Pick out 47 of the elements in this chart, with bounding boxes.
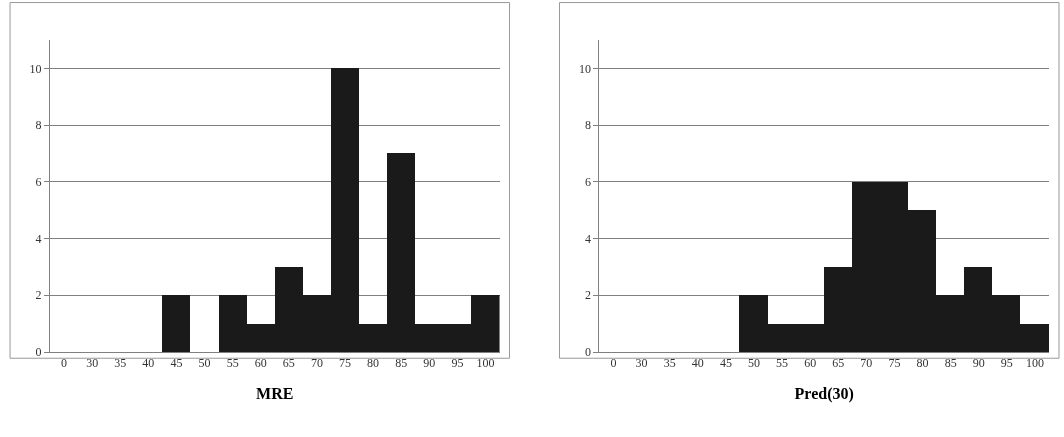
x-tick-label: 45: [719, 356, 732, 371]
y-tick-label: 6: [35, 175, 42, 190]
x-tick-label: 60: [804, 356, 817, 371]
x-tick-label: 70: [860, 356, 873, 371]
x-tick-label: 100: [1025, 356, 1044, 371]
y-tick-label: 4: [35, 231, 42, 246]
x-tick-label: 80: [367, 356, 380, 371]
x-tick-label: 50: [747, 356, 760, 371]
x-axis-title: Pred(30): [794, 385, 854, 404]
y-tick-label: 8: [35, 118, 42, 133]
x-tick-label: 60: [254, 356, 267, 371]
x-tick-label: 0: [61, 356, 68, 371]
x-axis-title: MRE: [256, 385, 294, 403]
x-tick-label: 45: [170, 356, 183, 371]
y-tick-label: 4: [585, 231, 592, 246]
x-tick-label: 40: [691, 356, 704, 371]
y-tick-label: 10: [579, 61, 592, 76]
x-tick-label: 55: [776, 356, 789, 371]
x-tick-label: 95: [451, 356, 464, 371]
x-tick-label: 75: [339, 356, 352, 371]
y-tick-label: 2: [585, 288, 592, 303]
bar: [162, 295, 190, 352]
x-tick-label: 80: [916, 356, 929, 371]
x-tick-label: 55: [226, 356, 239, 371]
x-tick-label: 30: [635, 356, 648, 371]
x-tick-label: 40: [142, 356, 155, 371]
x-tick-label: 85: [944, 356, 957, 371]
x-tick-label: 0: [610, 356, 617, 371]
y-tick-label: 10: [29, 61, 42, 76]
x-tick-label: 35: [114, 356, 127, 371]
x-tick-label: 65: [282, 356, 295, 371]
x-tick-label: 65: [832, 356, 845, 371]
x-tick-label: 30: [86, 356, 99, 371]
y-tick-label: 2: [35, 288, 42, 303]
x-tick-label: 35: [663, 356, 676, 371]
x-tick-label: 50: [198, 356, 211, 371]
x-tick-label: 70: [310, 356, 323, 371]
y-tick-label: 6: [585, 175, 592, 190]
y-tick-label: 8: [585, 118, 592, 133]
x-tick-label: 90: [972, 356, 985, 371]
x-tick-label: 90: [423, 356, 436, 371]
y-tick-label: 0: [585, 345, 592, 360]
x-tick-label: 75: [888, 356, 901, 371]
x-tick-label: 100: [476, 356, 495, 371]
y-tick-label: 0: [35, 345, 42, 360]
x-tick-label: 85: [395, 356, 408, 371]
x-tick-label: 95: [1000, 356, 1013, 371]
